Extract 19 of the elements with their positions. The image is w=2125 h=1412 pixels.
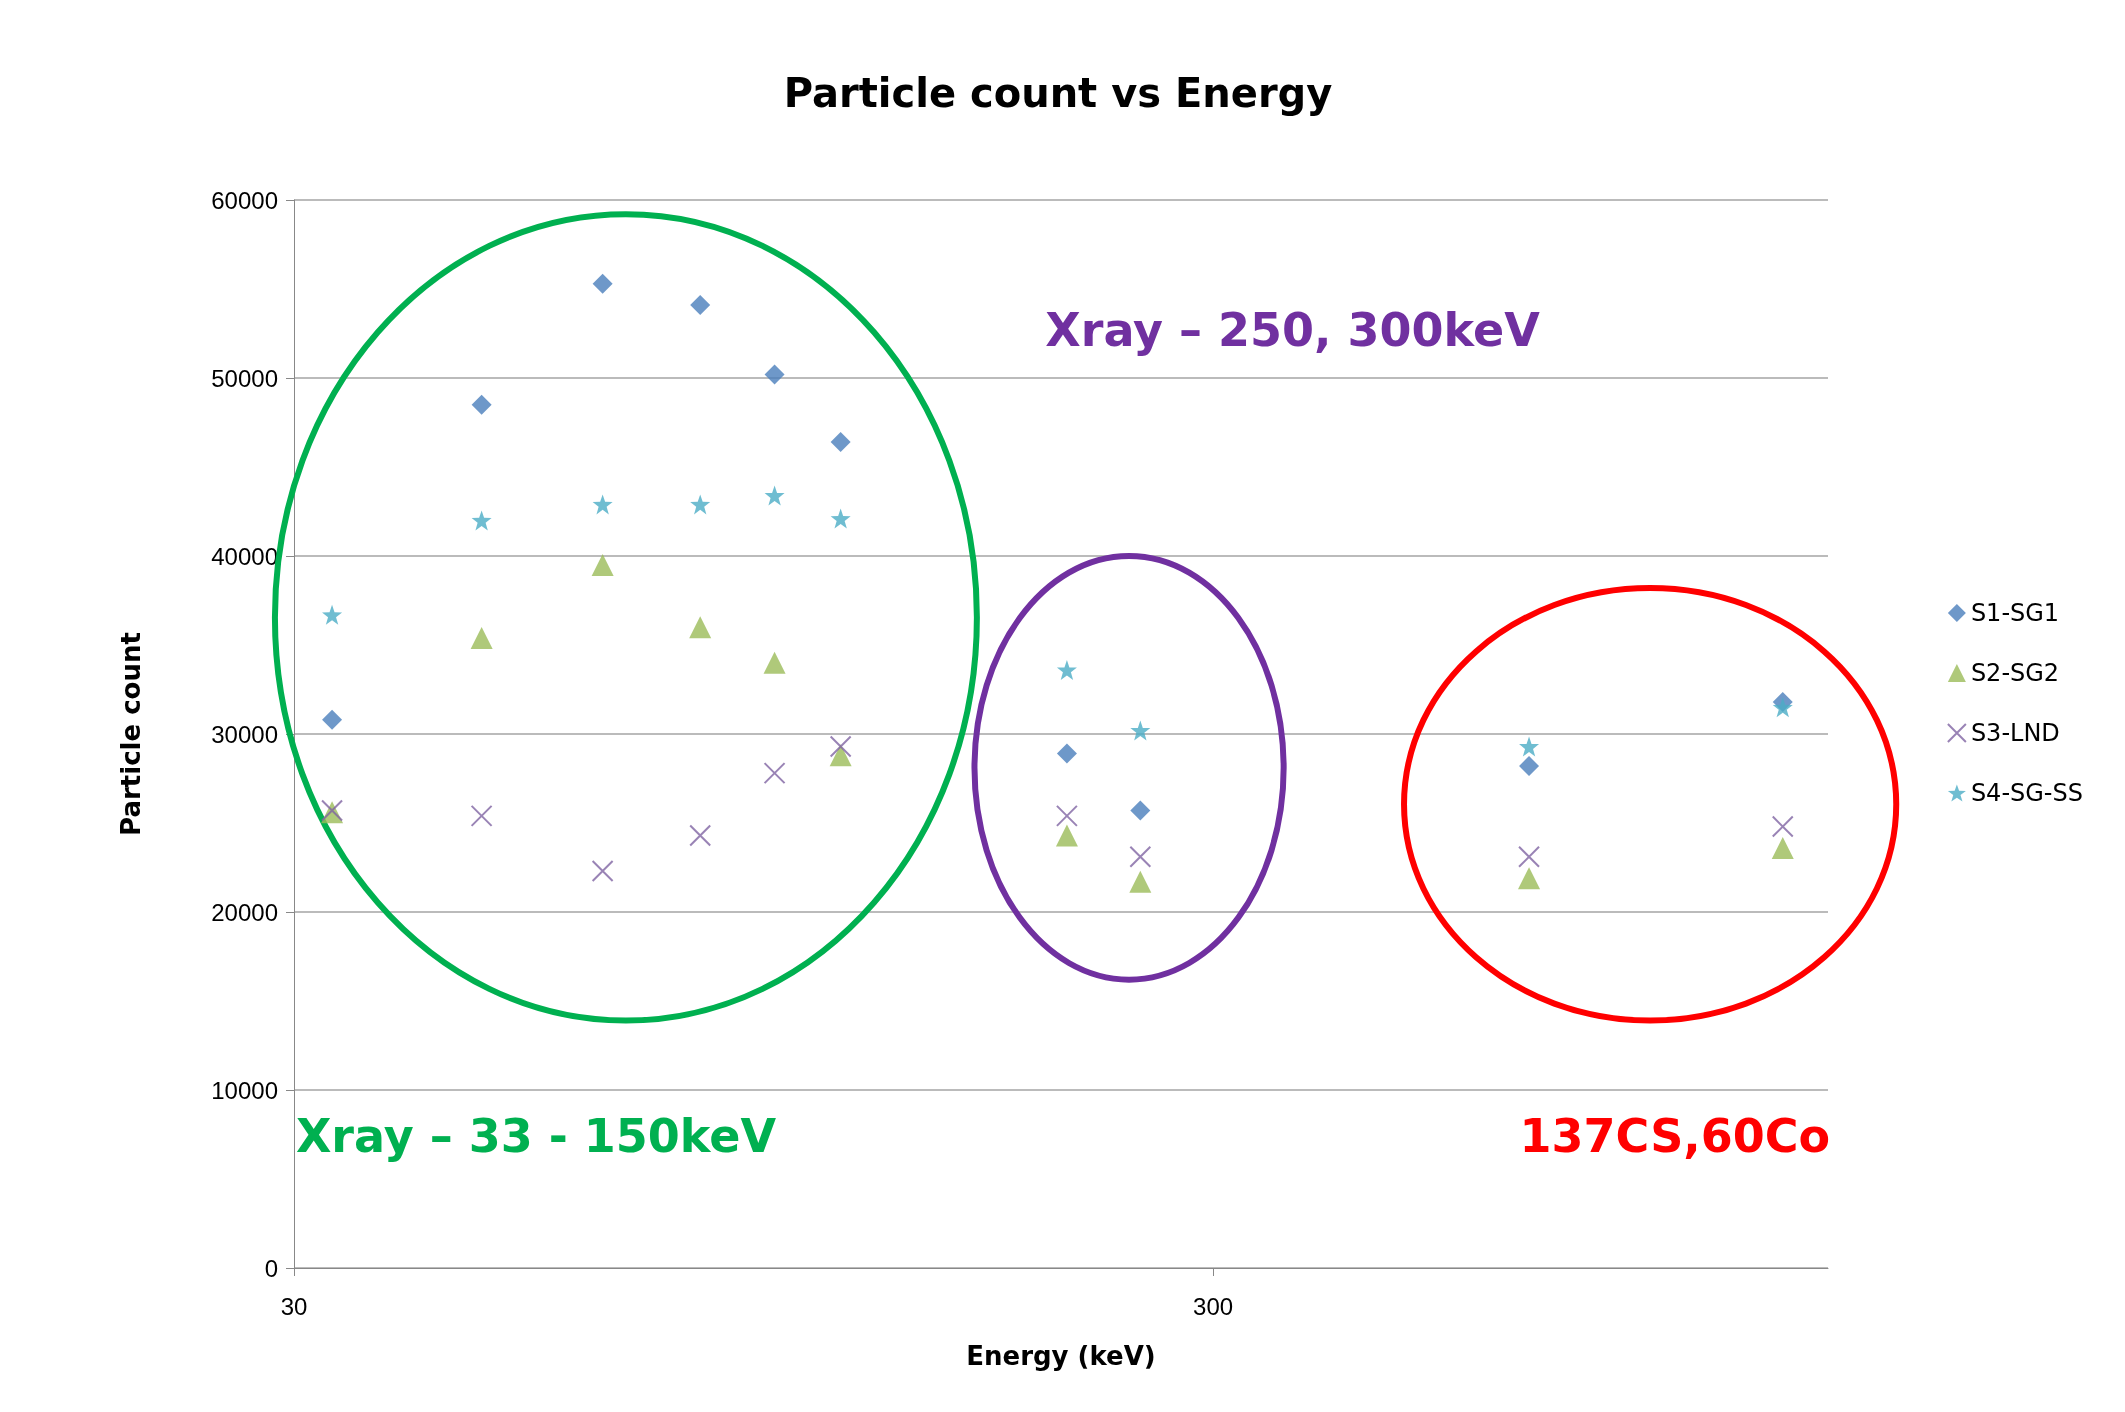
y-tick-label: 60000 xyxy=(211,186,278,214)
annotation: Xray – 250, 300keV xyxy=(1045,302,1541,357)
y-tick-label: 40000 xyxy=(211,542,278,570)
legend-label: S4-SG-SS xyxy=(1970,779,2083,807)
y-tick-label: 20000 xyxy=(211,898,278,926)
legend-label: S2-SG2 xyxy=(1970,659,2060,687)
x-tick-label: 300 xyxy=(1193,1292,1234,1320)
x-axis-title: Energy (keV) xyxy=(966,1341,1156,1371)
y-tick-label: 10000 xyxy=(211,1076,278,1104)
annotation: 137CS,60Co xyxy=(1519,1109,1831,1164)
x-tick-label: 30 xyxy=(280,1292,308,1320)
y-axis-title: Particle count xyxy=(116,632,146,836)
chart-title: Particle count vs Energy xyxy=(783,70,1333,116)
y-tick-label: 0 xyxy=(264,1254,278,1282)
y-tick-label: 50000 xyxy=(211,364,278,392)
legend-label: S3-LND xyxy=(1970,719,2060,747)
y-tick-label: 30000 xyxy=(211,720,278,748)
legend-label: S1-SG1 xyxy=(1970,599,2060,627)
annotation: Xray – 33 - 150keV xyxy=(295,1109,777,1164)
